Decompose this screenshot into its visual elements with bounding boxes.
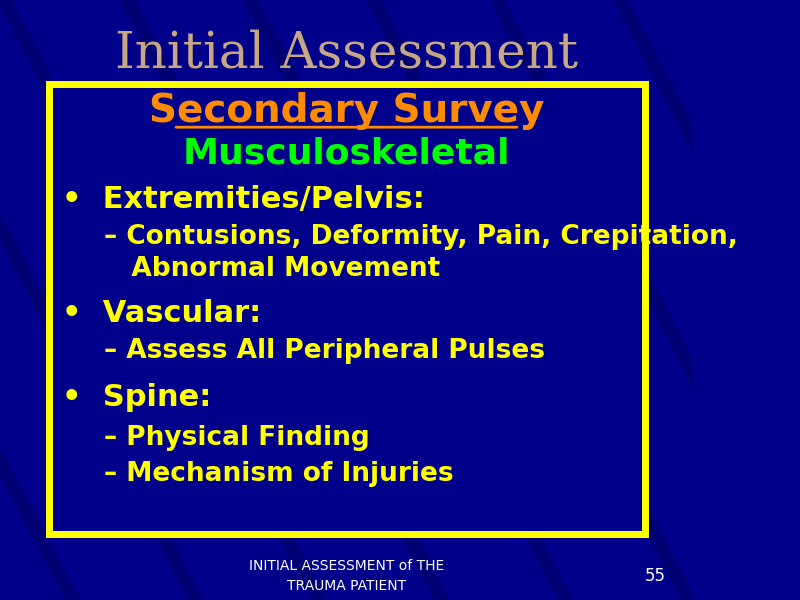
Text: INITIAL ASSESSMENT of THE
TRAUMA PATIENT: INITIAL ASSESSMENT of THE TRAUMA PATIENT — [249, 559, 444, 593]
Text: Initial Assessment: Initial Assessment — [115, 29, 578, 79]
Text: •  Extremities/Pelvis:: • Extremities/Pelvis: — [62, 185, 426, 214]
FancyBboxPatch shape — [49, 84, 645, 534]
Text: – Contusions, Deformity, Pain, Crepitation,
   Abnormal Movement: – Contusions, Deformity, Pain, Crepitati… — [104, 224, 738, 282]
Text: •  Spine:: • Spine: — [62, 383, 212, 412]
Text: 55: 55 — [645, 567, 666, 585]
Text: •  Vascular:: • Vascular: — [62, 299, 262, 328]
Text: – Assess All Peripheral Pulses: – Assess All Peripheral Pulses — [104, 338, 545, 364]
Text: – Mechanism of Injuries: – Mechanism of Injuries — [104, 461, 454, 487]
Text: Musculoskeletal: Musculoskeletal — [183, 136, 510, 170]
Text: Secondary Survey: Secondary Survey — [149, 92, 544, 130]
Text: – Physical Finding: – Physical Finding — [104, 425, 370, 451]
